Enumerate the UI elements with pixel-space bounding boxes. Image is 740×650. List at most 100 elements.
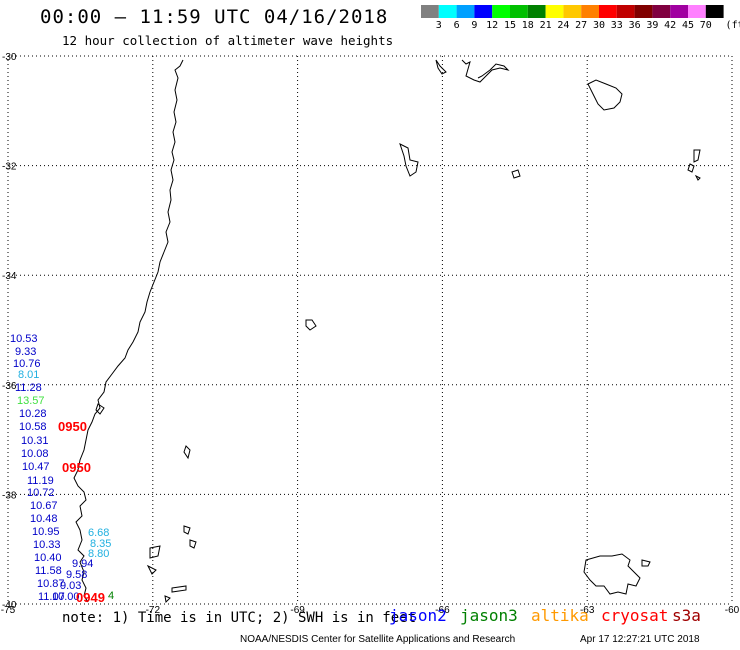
color-scale-swatch <box>474 5 493 18</box>
island <box>687 163 695 173</box>
wave-height-value: 10.67 <box>30 500 58 512</box>
longitude-labels: -75 -72 -69 -66 -63 -60 <box>1 605 740 616</box>
latitude-labels: -30 -32 -34 -36 -38 -40 <box>2 52 17 611</box>
island-archipelago <box>95 403 105 415</box>
color-scale-swatch <box>688 5 706 18</box>
wave-height-value: 10.48 <box>30 513 58 525</box>
credit-line: NOAA/NESDIS Center for Satellite Applica… <box>240 634 516 645</box>
wave-height-value: 9.33 <box>15 346 36 358</box>
wave-height-value: 11.19 <box>27 475 54 487</box>
wave-height-value: 10.72 <box>27 487 55 499</box>
color-scale-label: 27 <box>575 20 588 31</box>
wave-height-value: 10.00 <box>52 591 80 603</box>
color-scale-swatch <box>705 5 724 18</box>
wave-height-value: 8.80 <box>88 548 109 560</box>
latitude-tick-label: -40 <box>2 600 17 611</box>
color-scale-label: 70 <box>699 20 712 31</box>
wave-height-value: 10.40 <box>34 552 62 564</box>
island-archipelago <box>146 564 157 575</box>
madagascar-coast <box>587 79 623 111</box>
wave-height-value: 9.03 <box>60 580 81 592</box>
island-archipelago <box>171 585 187 593</box>
latitude-tick-label: -34 <box>2 271 17 282</box>
island <box>435 59 447 75</box>
longitude-tick-label: -69 <box>290 605 305 616</box>
pass-time-label: 0950 <box>58 419 87 434</box>
longitude-tick-label: -66 <box>435 605 450 616</box>
color-scale-label: 39 <box>646 20 659 31</box>
longitude-tick-label: -72 <box>146 605 161 616</box>
falkland-islands <box>583 553 641 595</box>
wave-height-value: 13.57 <box>17 395 45 407</box>
coastline <box>73 59 701 604</box>
longitude-tick-label: -63 <box>580 605 595 616</box>
color-scale-label: 15 <box>503 20 517 31</box>
island <box>511 169 521 179</box>
color-scale-swatch <box>510 5 528 18</box>
wave-height-value: 6.68 <box>88 527 109 539</box>
islet <box>694 174 701 181</box>
islet <box>641 559 651 567</box>
wave-height-value: 8.35 <box>90 538 111 550</box>
island <box>693 149 701 163</box>
color-scale-label: 21 <box>539 20 552 31</box>
color-scale-swatch <box>545 5 564 18</box>
latitude-tick-label: -36 <box>2 381 17 392</box>
wave-height-value: 9.58 <box>66 569 87 581</box>
latitude-tick-label: -38 <box>2 490 17 501</box>
wave-height-value: 4 <box>108 590 114 602</box>
color-scale-swatch <box>563 5 582 18</box>
island-archipelago <box>164 595 171 604</box>
color-scale-label: 45 <box>681 20 695 31</box>
satellite-legend-item: jason2 <box>389 606 447 625</box>
latitude-tick-label: -32 <box>2 162 17 173</box>
wave-height-value: 10.28 <box>19 408 47 420</box>
wave-height-value: 10.95 <box>32 526 60 538</box>
longitude-tick-label: -75 <box>1 605 16 616</box>
color-scale-label: 18 <box>521 20 534 31</box>
pass-time-label: 0949 <box>76 590 105 605</box>
wave-height-value: 11.07 <box>38 591 65 603</box>
satellite-legend-item: s3a <box>672 606 701 625</box>
wave-height-value: 10.87 <box>37 578 65 590</box>
color-scale-label: 3 <box>435 20 442 31</box>
color-scale-label: 24 <box>557 20 570 31</box>
map-title: 00:00 — 11:59 UTC 04/16/2018 <box>40 6 389 28</box>
color-scale-swatch <box>438 5 457 18</box>
color-scale-unit: (ft) <box>725 20 740 31</box>
wave-height-value: 10.58 <box>19 421 47 433</box>
satellite-legend-item: altika <box>531 606 589 625</box>
footer-note: note: 1) Time is in UTC; 2) SWH is in fe… <box>62 610 417 626</box>
wave-height-value: 10.47 <box>22 461 50 473</box>
longitude-tick-label: -60 <box>725 605 740 616</box>
chile-coastline <box>73 59 184 603</box>
island <box>305 319 317 331</box>
color-scale-label: 36 <box>628 20 641 31</box>
color-scale-swatch <box>527 5 546 18</box>
island-archipelago <box>149 545 161 559</box>
color-scale-swatch <box>421 5 439 18</box>
satellite-legend-item: jason3 <box>460 606 518 625</box>
wave-height-value: 11.58 <box>35 565 62 577</box>
island-archipelago <box>183 445 191 460</box>
color-scale-bar <box>421 5 724 18</box>
color-scale-label: 6 <box>453 20 460 31</box>
south-africa-coast <box>461 59 510 83</box>
wave-height-value: 10.31 <box>21 435 49 447</box>
island <box>399 143 419 177</box>
lat-lon-grid <box>7 55 733 605</box>
color-scale-swatch <box>652 5 671 18</box>
color-scale-label: 42 <box>664 20 677 31</box>
wave-height-value: 10.53 <box>10 333 38 345</box>
wave-height-value: 8.01 <box>18 369 39 381</box>
color-scale-label: 30 <box>592 20 606 31</box>
color-scale-swatch <box>670 5 688 18</box>
island-archipelago <box>189 539 197 549</box>
satellite-legend-item: cryosat <box>601 606 669 625</box>
wave-height-value: 10.33 <box>33 539 61 551</box>
color-scale-swatch <box>634 5 653 18</box>
color-scale-label: 33 <box>610 20 623 31</box>
map-subtitle: 12 hour collection of altimeter wave hei… <box>62 33 394 48</box>
